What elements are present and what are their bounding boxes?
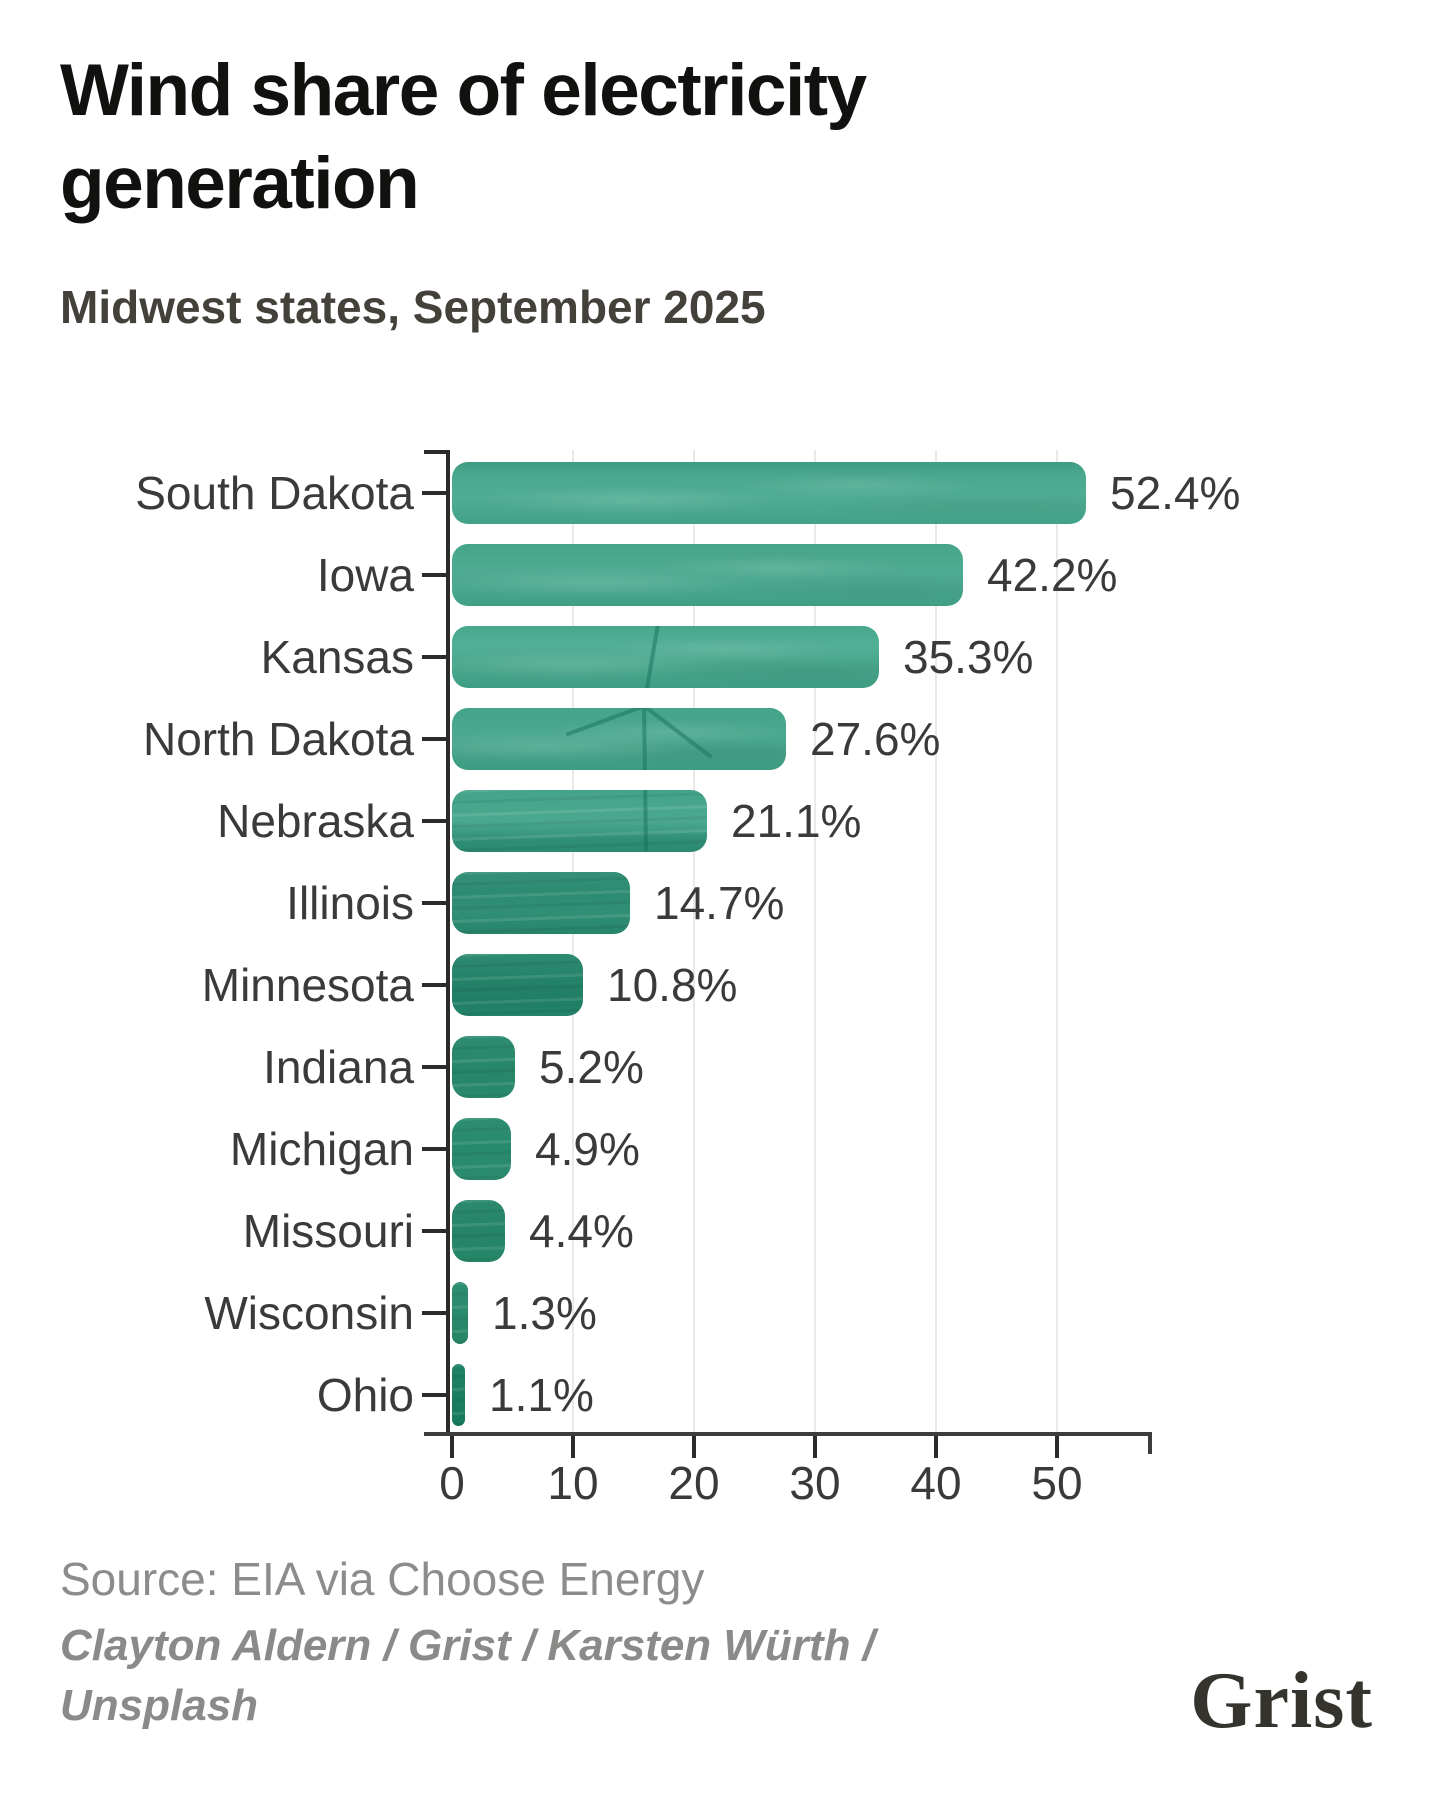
bar (452, 1282, 468, 1344)
x-axis-line (424, 1432, 1152, 1436)
state-label: Michigan (229, 1123, 414, 1175)
bar (452, 872, 630, 934)
source-note: Source: EIA via Choose Energy (60, 1553, 705, 1605)
bar (452, 1200, 505, 1262)
bar-value-label: 4.4% (529, 1205, 634, 1257)
bar (452, 544, 963, 606)
bar-value-label: 1.3% (492, 1287, 597, 1339)
gridline (935, 450, 937, 1432)
bar-value-label: 10.8% (607, 959, 738, 1011)
y-tick (422, 491, 448, 495)
bar (452, 954, 583, 1016)
bar (452, 1036, 515, 1098)
bar-value-label: 27.6% (810, 713, 941, 765)
x-tick-label: 30 (789, 1457, 841, 1509)
bar (452, 1364, 465, 1426)
y-tick (422, 901, 448, 905)
x-tick-label: 20 (668, 1457, 720, 1509)
bar (452, 626, 879, 688)
bar-value-label: 35.3% (903, 631, 1034, 683)
state-label: Wisconsin (204, 1287, 414, 1339)
x-tick (1055, 1432, 1059, 1458)
x-tick (450, 1432, 454, 1458)
y-tick (422, 819, 448, 823)
bar (452, 1118, 511, 1180)
gridline (814, 450, 816, 1432)
state-label: Illinois (286, 877, 414, 929)
x-tick-label: 40 (910, 1457, 962, 1509)
chart-title: Wind share of electricity generation (60, 50, 867, 225)
state-label: Ohio (316, 1369, 414, 1421)
bar-value-label: 1.1% (489, 1369, 594, 1421)
state-label: South Dakota (135, 467, 414, 519)
gridline (693, 450, 695, 1432)
state-label: Indiana (263, 1041, 414, 1093)
state-label: North Dakota (142, 713, 414, 765)
chart-subtitle: Midwest states, September 2025 (60, 281, 766, 333)
x-tick-label: 0 (439, 1457, 465, 1509)
x-tick (813, 1432, 817, 1458)
bar-value-label: 14.7% (654, 877, 785, 929)
state-label: Kansas (260, 631, 414, 683)
bar (452, 462, 1086, 524)
bar (452, 708, 786, 770)
y-tick (422, 737, 448, 741)
y-tick (422, 655, 448, 659)
state-label: Missouri (242, 1205, 414, 1257)
y-tick (422, 1229, 448, 1233)
x-tick (571, 1432, 575, 1458)
credit-note: Clayton Aldern / Grist / Karsten Würth /… (60, 1621, 875, 1730)
y-tick (422, 1393, 448, 1397)
grist-logo: Grist (1190, 1657, 1373, 1745)
bar-value-label: 42.2% (987, 549, 1118, 601)
bar-value-label: 4.9% (535, 1123, 640, 1175)
state-label: Minnesota (201, 959, 414, 1011)
gridline (572, 450, 574, 1432)
x-tick (934, 1432, 938, 1458)
x-axis-end-cap (1148, 1432, 1152, 1454)
bar-value-label: 5.2% (539, 1041, 644, 1093)
y-axis-line (446, 450, 450, 1436)
y-axis-top-cap (424, 450, 450, 454)
y-tick (422, 573, 448, 577)
gridline (1056, 450, 1058, 1432)
state-label: Iowa (316, 549, 414, 601)
x-tick-label: 10 (547, 1457, 599, 1509)
y-tick (422, 1065, 448, 1069)
x-tick (692, 1432, 696, 1458)
x-tick-label: 50 (1031, 1457, 1083, 1509)
bar-value-label: 21.1% (731, 795, 862, 847)
y-tick (422, 1311, 448, 1315)
y-tick (422, 983, 448, 987)
state-label: Nebraska (217, 795, 414, 847)
bar (452, 790, 707, 852)
y-tick (422, 1147, 448, 1151)
bar-value-label: 52.4% (1110, 467, 1241, 519)
